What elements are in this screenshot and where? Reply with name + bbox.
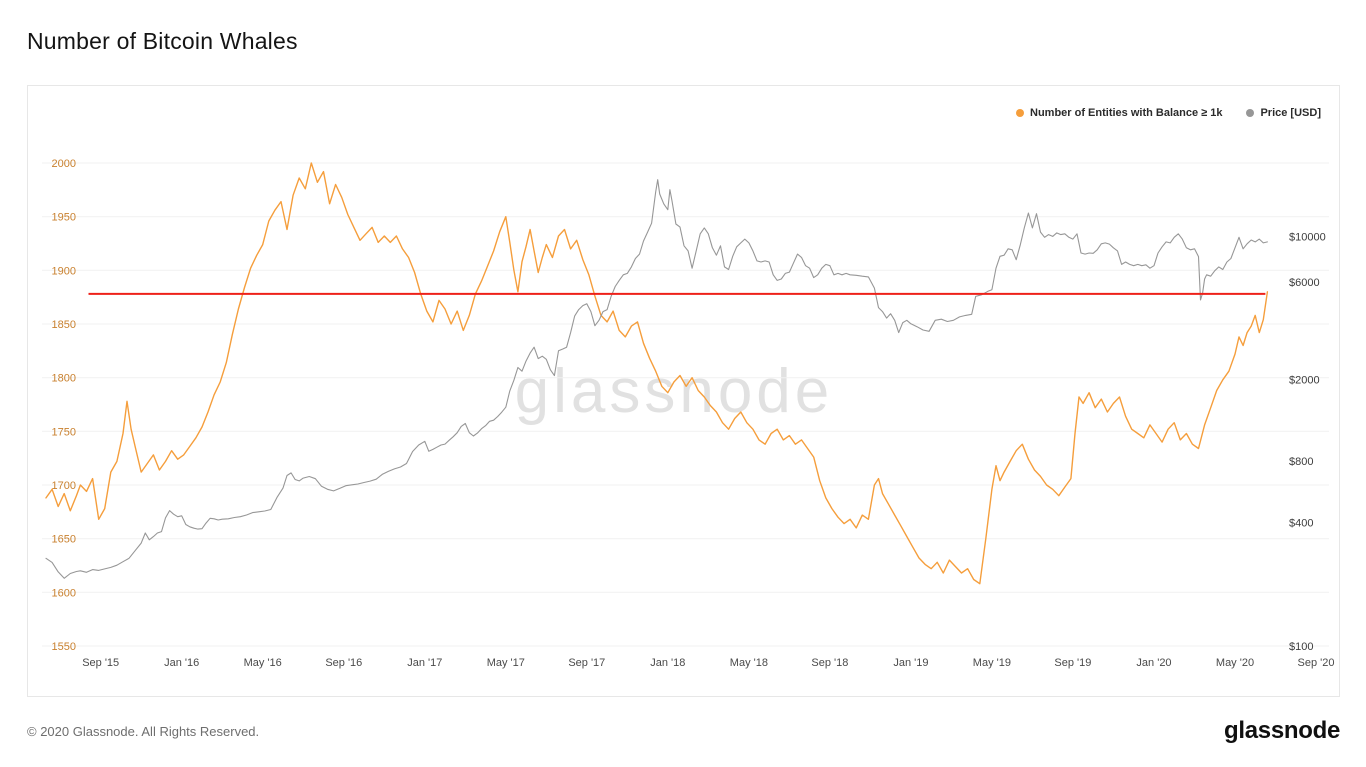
y-axis-tick-left: 1600 — [52, 587, 76, 599]
x-axis-tick: Jan '17 — [407, 657, 442, 669]
x-axis-tick: Jan '18 — [650, 657, 685, 669]
chart-plot-area[interactable]: 1550 1600 1650 1700 1750 1800 1850 1900 1950 2000… — [28, 86, 1339, 696]
y-axis-tick-left: 1650 — [52, 534, 76, 546]
legend-dot-entities-icon — [1016, 109, 1024, 117]
x-axis-tick: May '16 — [244, 657, 282, 669]
y-axis-tick-right: $800 — [1289, 456, 1313, 468]
page: Number of Bitcoin Whales Number of Entit… — [27, 28, 1340, 745]
whales-line — [45, 162, 1269, 585]
x-axis-tick: Sep '15 — [82, 657, 119, 669]
x-axis-tick: Jan '20 — [1136, 657, 1171, 669]
x-axis-tick: May '18 — [730, 657, 768, 669]
chart-legend: Number of Entities with Balance ≥ 1k Pri… — [1016, 107, 1321, 119]
y-axis-tick-left: 1750 — [52, 426, 76, 438]
y-axis-tick-right: $400 — [1289, 518, 1313, 530]
y-axis-tick-left: 2000 — [52, 158, 76, 170]
y-axis-tick-left: 1850 — [52, 319, 76, 331]
y-axis-tick-left: 1700 — [52, 480, 76, 492]
copyright-text: © 2020 Glassnode. All Rights Reserved. — [27, 723, 260, 739]
x-axis-tick: May '19 — [973, 657, 1011, 669]
y-axis-tick-right: $2000 — [1289, 375, 1320, 387]
page-title: Number of Bitcoin Whales — [27, 28, 298, 54]
x-axis-tick: Jan '16 — [164, 657, 199, 669]
glassnode-logo: glassnode — [1224, 717, 1340, 744]
legend-dot-price-icon — [1246, 109, 1255, 117]
legend-label-entities: Number of Entities with Balance ≥ 1k — [1030, 107, 1223, 119]
chart-card: Number of Entities with Balance ≥ 1k Pri… — [27, 85, 1340, 697]
x-axis-tick: Sep '20 — [1298, 657, 1335, 669]
x-axis-tick: Sep '18 — [811, 657, 848, 669]
x-axis-tick: Sep '19 — [1054, 657, 1091, 669]
x-axis-tick: May '20 — [1216, 657, 1254, 669]
glassnode-watermark: glassnode — [514, 357, 834, 426]
legend-label-price: Price [USD] — [1260, 107, 1321, 119]
y-axis-tick-left: 1800 — [52, 373, 76, 385]
legend-item-price[interactable]: Price [USD] — [1246, 107, 1321, 119]
y-axis-tick-right: $100 — [1289, 641, 1313, 653]
y-axis-tick-left: 1950 — [52, 212, 76, 224]
y-axis-tick-right: $10000 — [1289, 231, 1326, 243]
x-axis-tick: May '17 — [487, 657, 525, 669]
legend-item-entities[interactable]: Number of Entities with Balance ≥ 1k — [1016, 107, 1222, 119]
x-axis-tick: Sep '17 — [568, 657, 605, 669]
price-line — [45, 179, 1268, 579]
y-axis-tick-right: $6000 — [1289, 277, 1320, 289]
footer: © 2020 Glassnode. All Rights Reserved. g… — [27, 717, 1340, 745]
x-axis-tick: Jan '19 — [893, 657, 928, 669]
x-axis-tick: Sep '16 — [325, 657, 362, 669]
y-axis-tick-left: 1550 — [52, 641, 76, 653]
y-axis-tick-left: 1900 — [52, 265, 76, 277]
